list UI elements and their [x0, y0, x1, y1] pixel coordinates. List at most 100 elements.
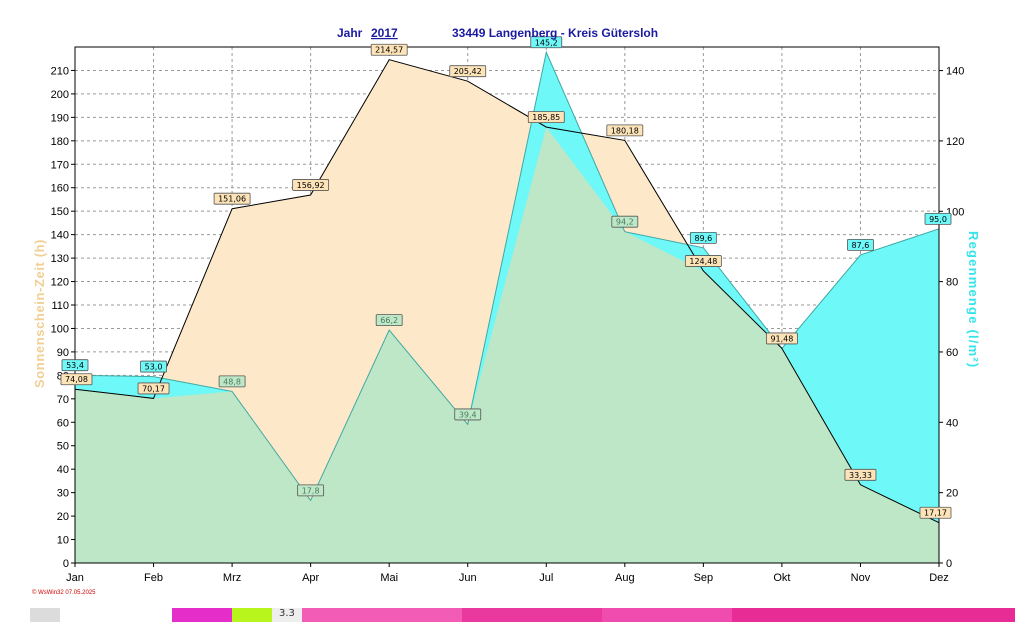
left-tick-label: 190 [51, 112, 69, 124]
rain-data-label: 89,6 [694, 234, 712, 243]
sunshine-data-label-box [370, 43, 408, 56]
rain-data-label: 94,2 [616, 218, 634, 227]
sunshine-data-label: 33,33 [849, 471, 872, 480]
left-tick-label: 30 [57, 488, 69, 500]
x-tick-label: Apr [302, 572, 319, 584]
sunshine-data-label-box [137, 382, 170, 395]
left-tick-label: 150 [51, 206, 69, 218]
left-tick-label: 180 [51, 136, 69, 148]
sunshine-data-label-box [919, 506, 952, 519]
sunshine-data-label: 124,48 [689, 257, 717, 266]
rain-data-label-box [375, 314, 403, 327]
x-tick-label: Mrz [223, 572, 241, 584]
sunshine-data-label: 91,48 [770, 334, 793, 343]
left-tick-label: 20 [57, 511, 69, 523]
rain-data-label-box [140, 360, 167, 373]
rain-data-label: 145,2 [535, 38, 558, 47]
strip-block [232, 608, 272, 622]
right-tick-label: 20 [946, 488, 958, 500]
rain-data-label: 17,8 [302, 486, 320, 495]
sunshine-data-label: 214,57 [375, 46, 403, 55]
left-tick-label: 170 [51, 159, 69, 171]
right-axis-title: Regenmenge (l/m²) [966, 231, 981, 368]
sunshine-data-label-box [844, 468, 877, 481]
left-tick-label: 0 [63, 558, 69, 570]
left-tick-label: 90 [57, 347, 69, 359]
x-tick-label: Aug [615, 572, 635, 584]
sunshine-data-label-box [292, 179, 330, 191]
x-tick-label: Jul [539, 572, 553, 584]
rain-data-label-box [454, 408, 482, 421]
sunshine-data-label-box [527, 111, 565, 123]
chart-areas [75, 52, 939, 564]
x-tick-label: Jun [459, 572, 477, 584]
left-tick-label: 70 [57, 394, 69, 406]
right-tick-label: 60 [946, 347, 958, 359]
x-tick-label: Dez [929, 572, 949, 584]
left-tick-label: 50 [57, 441, 69, 453]
strip-block [602, 608, 732, 622]
sunshine-data-label-box [684, 255, 722, 267]
left-tick-label: 200 [51, 89, 69, 101]
left-tick-label: 60 [57, 417, 69, 429]
rain-data-label-box [61, 359, 89, 372]
chart-year-label: Jahr [337, 26, 363, 40]
right-tick-label: 0 [946, 558, 952, 570]
sunshine-data-label: 151,06 [218, 195, 246, 204]
sunshine-data-label-box [449, 65, 487, 78]
rain-data-label-box [297, 484, 325, 497]
left-tick-label: 110 [51, 300, 69, 312]
data-labels: 74,08 70,17 151,06 156,92 214,57 205,42 185,85… [60, 36, 952, 519]
sunshine-data-label: 70,17 [142, 384, 165, 393]
rain-data-label-box [530, 36, 563, 49]
left-tick-label: 160 [51, 183, 69, 195]
rain-data-label: 48,8 [223, 377, 241, 386]
strip-label: 3.3 [279, 608, 295, 619]
rain-data-label: 87,6 [852, 241, 870, 250]
sunshine-data-label: 205,42 [454, 67, 482, 76]
left-axis-title: Sonnenschein-Zeit (h) [32, 239, 47, 388]
sunshine-data-label: 17,17 [924, 509, 947, 518]
left-tick-label: 130 [51, 253, 69, 265]
x-axis-ticks: Jan Feb Mrz Apr Mai Jun Jul Aug Sep Okt Nov Dez [66, 563, 949, 584]
left-tick-label: 140 [51, 230, 69, 242]
sunshine-data-label-box [60, 373, 93, 386]
rain-data-label-box [218, 375, 246, 388]
strip-block [272, 608, 302, 622]
right-tick-label: 40 [946, 417, 958, 429]
x-tick-label: Sep [694, 572, 714, 584]
x-tick-label: Okt [773, 572, 790, 584]
left-tick-label: 100 [51, 323, 69, 335]
x-tick-label: Mai [380, 572, 398, 584]
x-tick-label: Jan [66, 572, 84, 584]
right-tick-label: 120 [946, 136, 964, 148]
overlap-area [75, 127, 939, 563]
chart-year: 2017 [371, 26, 398, 40]
x-tick-label: Nov [851, 572, 871, 584]
rain-data-label-box [689, 231, 717, 244]
right-tick-label: 80 [946, 277, 958, 289]
sunshine-data-label: 156,92 [297, 181, 325, 190]
left-tick-label: 210 [51, 65, 69, 77]
bottom-strip: 3.3 [0, 608, 1015, 622]
left-tick-label: 40 [57, 464, 69, 476]
rain-data-label: 95,0 [929, 215, 947, 224]
left-axis-ticks: 0102030405060708090100110120130140150160… [51, 65, 75, 570]
rain-data-label: 53,4 [66, 361, 84, 370]
strip-block [172, 608, 232, 622]
rain-data-label: 66,2 [380, 316, 398, 325]
sunshine-data-label: 185,85 [532, 113, 560, 122]
rain-data-label-box [924, 212, 952, 225]
sunshine-data-label: 180,18 [611, 126, 639, 135]
rain-data-label-box [611, 215, 639, 228]
sunshine-data-label-box [213, 192, 251, 205]
left-tick-label: 120 [51, 277, 69, 289]
x-tick-label: Feb [144, 572, 163, 584]
strip-block [462, 608, 602, 622]
sunshine-data-label-box [766, 332, 798, 345]
sunshine-line [74, 59, 940, 524]
footer-credit: © WsWin32 07.05.2025 [32, 589, 96, 596]
strip-block [30, 608, 60, 622]
